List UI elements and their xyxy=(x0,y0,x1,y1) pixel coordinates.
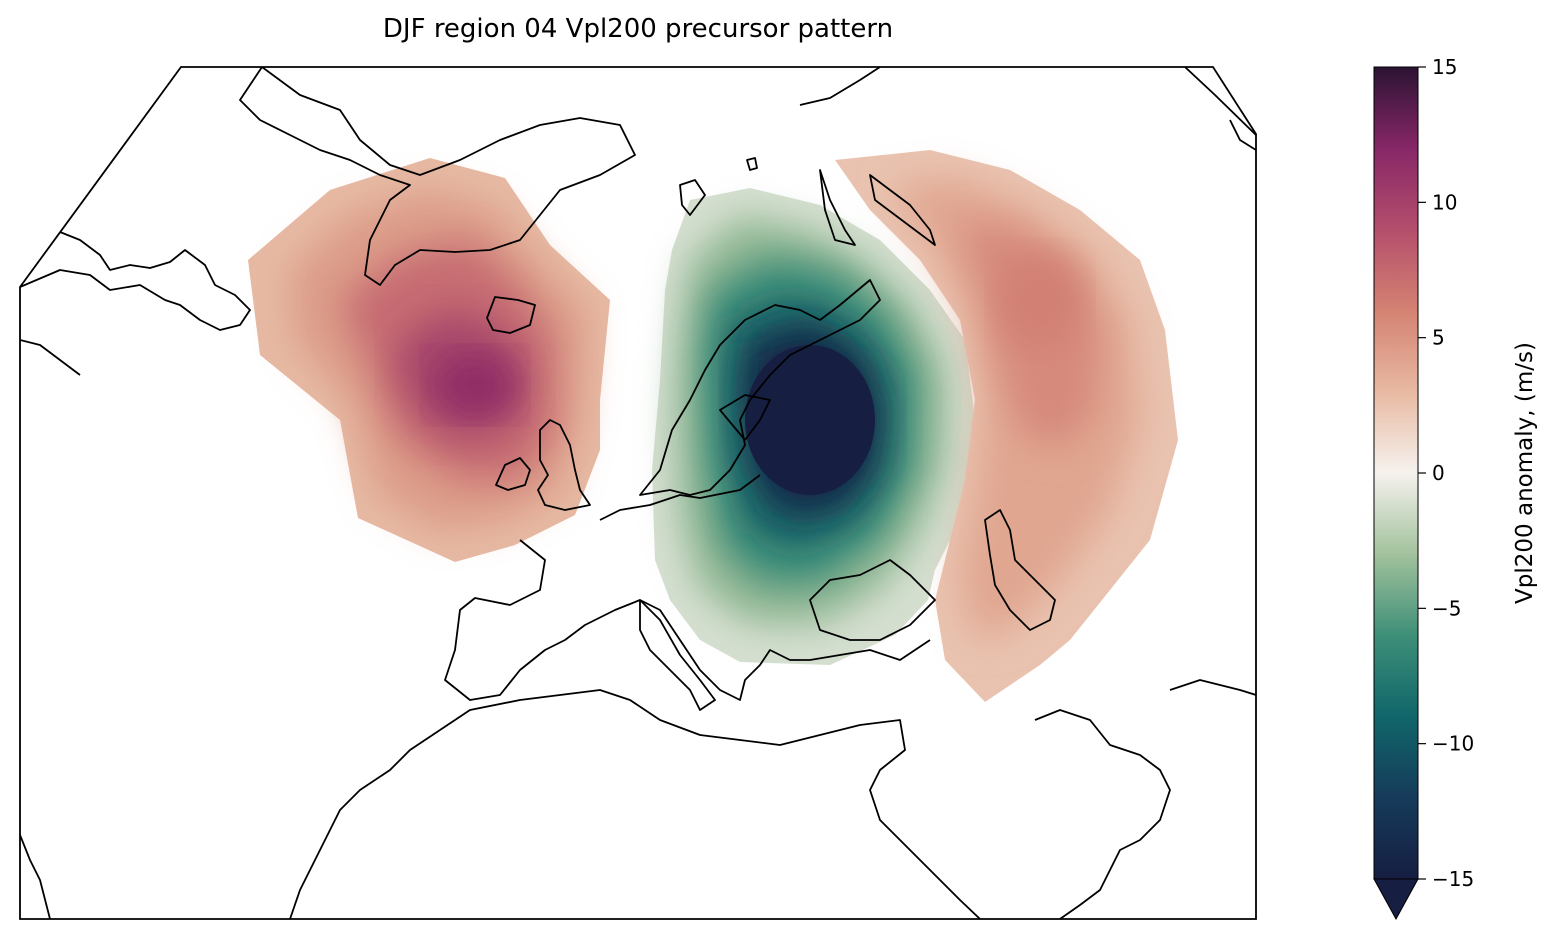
colorbar-label: Vpl200 anomaly, (m/s) xyxy=(1512,342,1538,604)
coastlines xyxy=(20,67,1256,919)
colorbar-tick-label: 15 xyxy=(1432,55,1457,79)
map-frame xyxy=(19,66,1257,920)
colorbar-body xyxy=(1373,66,1419,880)
anomaly-field xyxy=(20,67,1256,919)
colorbar-tick-label: −5 xyxy=(1432,596,1461,620)
positive-anomaly-atlantic xyxy=(248,158,610,562)
colorbar-tick-label: −15 xyxy=(1432,867,1474,891)
colorbar-extend-min xyxy=(1373,878,1419,921)
colorbar-tick-label: −10 xyxy=(1432,732,1474,756)
positive-anomaly-siberia xyxy=(835,150,1178,702)
colorbar-tick-label: 10 xyxy=(1432,190,1457,214)
colorbar-tick-label: 0 xyxy=(1432,461,1445,485)
colorbar-ticks: 15 10 5 0 −5 −10 −15 xyxy=(1418,55,1474,891)
chart-title: DJF region 04 Vpl200 precursor pattern xyxy=(382,14,894,44)
negative-anomaly-europe xyxy=(652,188,975,665)
colorbar-tick-label: 5 xyxy=(1432,326,1445,350)
